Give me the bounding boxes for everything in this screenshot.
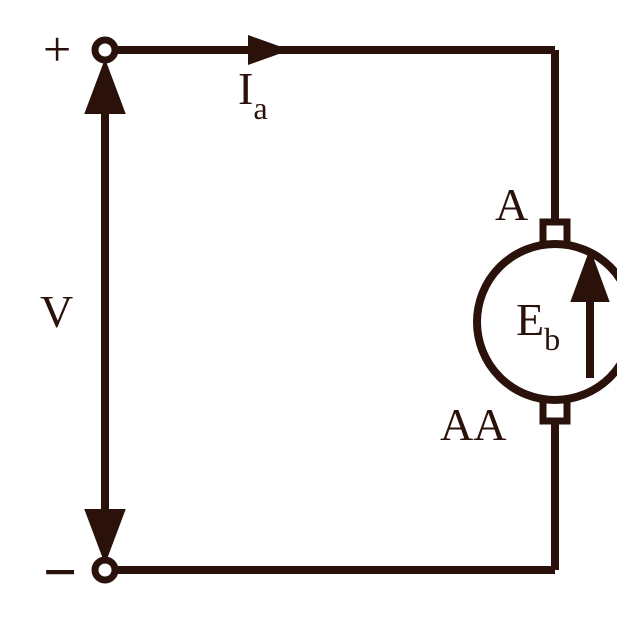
terminal-a-label: A	[495, 178, 528, 231]
voltage-arrow	[90, 70, 120, 553]
current-label: Ia	[238, 62, 268, 122]
emf-label: Eb	[516, 293, 560, 353]
minus-label: −	[43, 538, 77, 607]
terminal-aa-label: AA	[440, 398, 506, 451]
plus-label: +	[43, 20, 71, 78]
voltage-label: V	[40, 285, 73, 338]
current-arrowhead	[248, 35, 290, 65]
terminal-positive	[95, 40, 115, 60]
